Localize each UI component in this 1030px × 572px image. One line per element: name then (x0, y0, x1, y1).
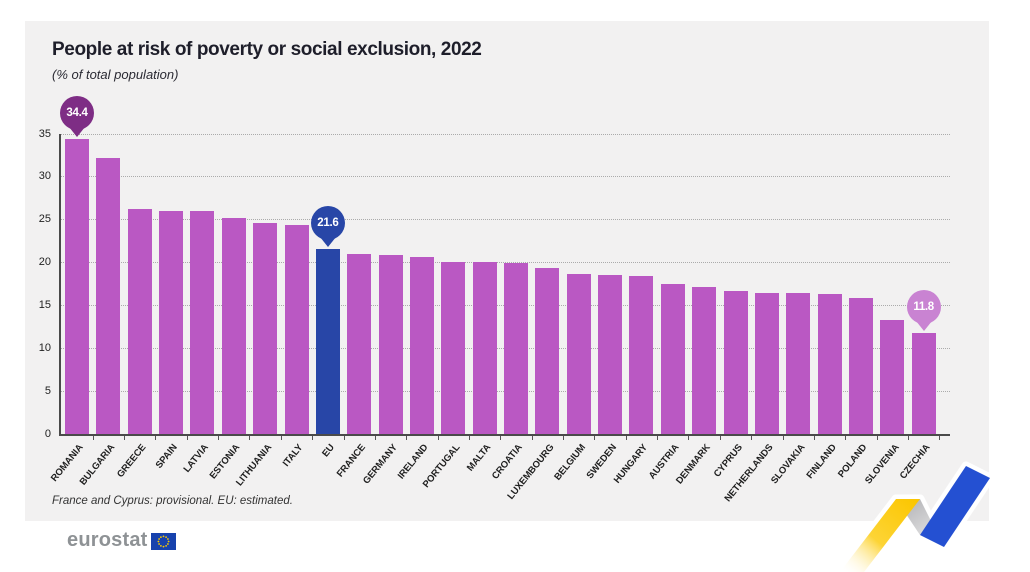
bar-finland (817, 294, 842, 434)
bar-czechia (911, 332, 936, 434)
gridline-30 (60, 176, 950, 178)
y-axis-line (59, 134, 61, 434)
x-tick (186, 436, 188, 440)
bar-croatia (504, 263, 528, 434)
bar-poland (848, 297, 873, 434)
y-tick-label-0: 0 (44, 427, 51, 440)
bar-greece (127, 208, 152, 434)
bar-slovakia (786, 292, 811, 434)
x-axis-label-eu: EU (320, 442, 337, 460)
bar-latvia (190, 211, 215, 434)
x-tick (719, 436, 721, 440)
x-axis-label-spain: SPAIN (153, 442, 180, 471)
x-tick (531, 436, 533, 440)
x-tick (124, 436, 125, 440)
bar-lithuania (253, 223, 278, 434)
x-tick (813, 436, 815, 440)
bar-france (347, 254, 372, 434)
x-axis-label-malta: MALTA (465, 442, 494, 474)
x-tick (92, 436, 94, 440)
x-tick (374, 436, 376, 440)
x-tick (939, 436, 941, 440)
x-tick (782, 436, 784, 440)
footer: eurostat (67, 529, 176, 551)
y-tick-label-25: 25 (38, 213, 51, 226)
x-tick (751, 436, 753, 440)
bar-germany (378, 254, 403, 434)
x-tick (343, 436, 345, 440)
x-tick (218, 436, 220, 440)
bar-portugal (441, 261, 466, 434)
y-tick-label-20: 20 (38, 256, 51, 269)
bar-romania (65, 139, 89, 434)
x-tick (468, 436, 470, 440)
bar-spain (159, 211, 184, 434)
chart-title: People at risk of poverty or social excl… (52, 39, 482, 60)
x-axis-line (59, 434, 950, 436)
value-callout-eu: 21.6 (310, 205, 345, 240)
chart-footnote: France and Cyprus: provisional. EU: esti… (52, 495, 293, 507)
y-tick-label-15: 15 (38, 298, 51, 311)
x-axis-label-italy: ITALY (280, 442, 306, 469)
x-tick (280, 436, 282, 440)
x-tick (406, 436, 408, 440)
x-axis-label-greece: GREECE (115, 442, 149, 480)
x-tick (845, 436, 847, 440)
bar-slovenia (880, 320, 905, 434)
x-tick (563, 436, 564, 440)
x-tick (249, 436, 251, 440)
x-tick (657, 436, 659, 440)
bar-luxembourg (535, 267, 560, 434)
bar-bulgaria (96, 158, 121, 434)
chart-subtitle: (% of total population) (52, 67, 179, 82)
value-callout-tail-romania (69, 127, 85, 138)
ribbon-decoration-icon (835, 461, 995, 572)
bar-ireland (409, 256, 434, 434)
bar-eu (315, 248, 340, 434)
value-callout-romania: 34.4 (60, 96, 94, 131)
value-callout-czechia: 11.8 (906, 289, 941, 324)
bar-netherlands (754, 292, 779, 434)
eurostat-logo-text: eurostat (67, 529, 148, 551)
y-tick-label-35: 35 (38, 127, 51, 140)
eu-flag-icon (150, 533, 176, 550)
x-axis-label-belgium: BELGIUM (551, 442, 588, 483)
gridline-25 (60, 219, 950, 221)
x-tick (437, 436, 439, 440)
x-tick (688, 436, 690, 440)
bar-hungary (629, 276, 654, 434)
bar-sweden (598, 274, 623, 434)
chart-card: People at risk of poverty or social excl… (25, 21, 989, 521)
y-tick-label-5: 5 (44, 384, 51, 397)
x-tick (500, 436, 502, 440)
bar-chart-plot: 0 5 10 15 20 25 30 35 ROMANIA BULGARIA GREECE SPAIN… (25, 21, 989, 521)
bar-belgium (566, 273, 591, 434)
bar-italy (284, 224, 309, 434)
gridline-35 (60, 133, 950, 135)
x-tick (625, 436, 627, 440)
bar-denmark (692, 287, 717, 434)
x-axis-label-latvia: LATVIA (182, 442, 212, 475)
x-tick (312, 436, 314, 440)
x-tick (594, 436, 596, 440)
y-tick-label-10: 10 (38, 341, 51, 354)
x-tick (155, 436, 157, 440)
value-callout-tail-czechia (915, 320, 932, 331)
x-tick (876, 436, 878, 440)
value-callout-tail-eu (319, 236, 336, 247)
bar-malta (472, 261, 497, 434)
y-tick-label-30: 30 (38, 170, 51, 183)
x-axis-label-france: FRANCE (335, 442, 369, 480)
x-tick (907, 436, 909, 440)
bar-estonia (221, 218, 246, 434)
bar-austria (660, 284, 685, 434)
bar-cyprus (723, 290, 748, 434)
gridline-20 (60, 262, 950, 264)
